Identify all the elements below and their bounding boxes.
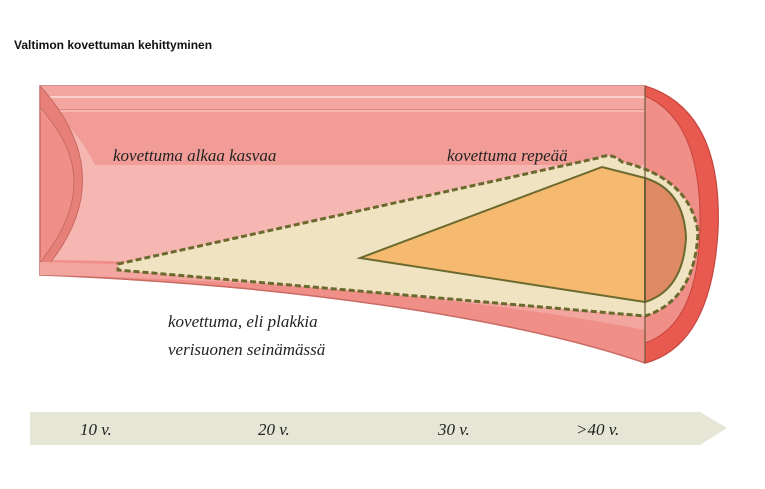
label: kovettuma repeää: [447, 146, 568, 165]
timeline-label: 10 v.: [80, 420, 112, 439]
timeline-label: 30 v.: [437, 420, 470, 439]
timeline-label: 20 v.: [258, 420, 290, 439]
lumen-shadow: [55, 112, 645, 165]
plaque-cap: [644, 176, 688, 304]
label: verisuonen seinämässä: [168, 340, 325, 359]
timeline-arrow: [30, 412, 727, 445]
timeline-label: >40 v.: [576, 420, 619, 439]
label: kovettuma alkaa kasvaa: [113, 146, 276, 165]
title: Valtimon kovettuman kehittyminen: [14, 38, 212, 52]
bottom-wall: [40, 262, 645, 330]
label: kovettuma, eli plakkia: [168, 312, 318, 331]
